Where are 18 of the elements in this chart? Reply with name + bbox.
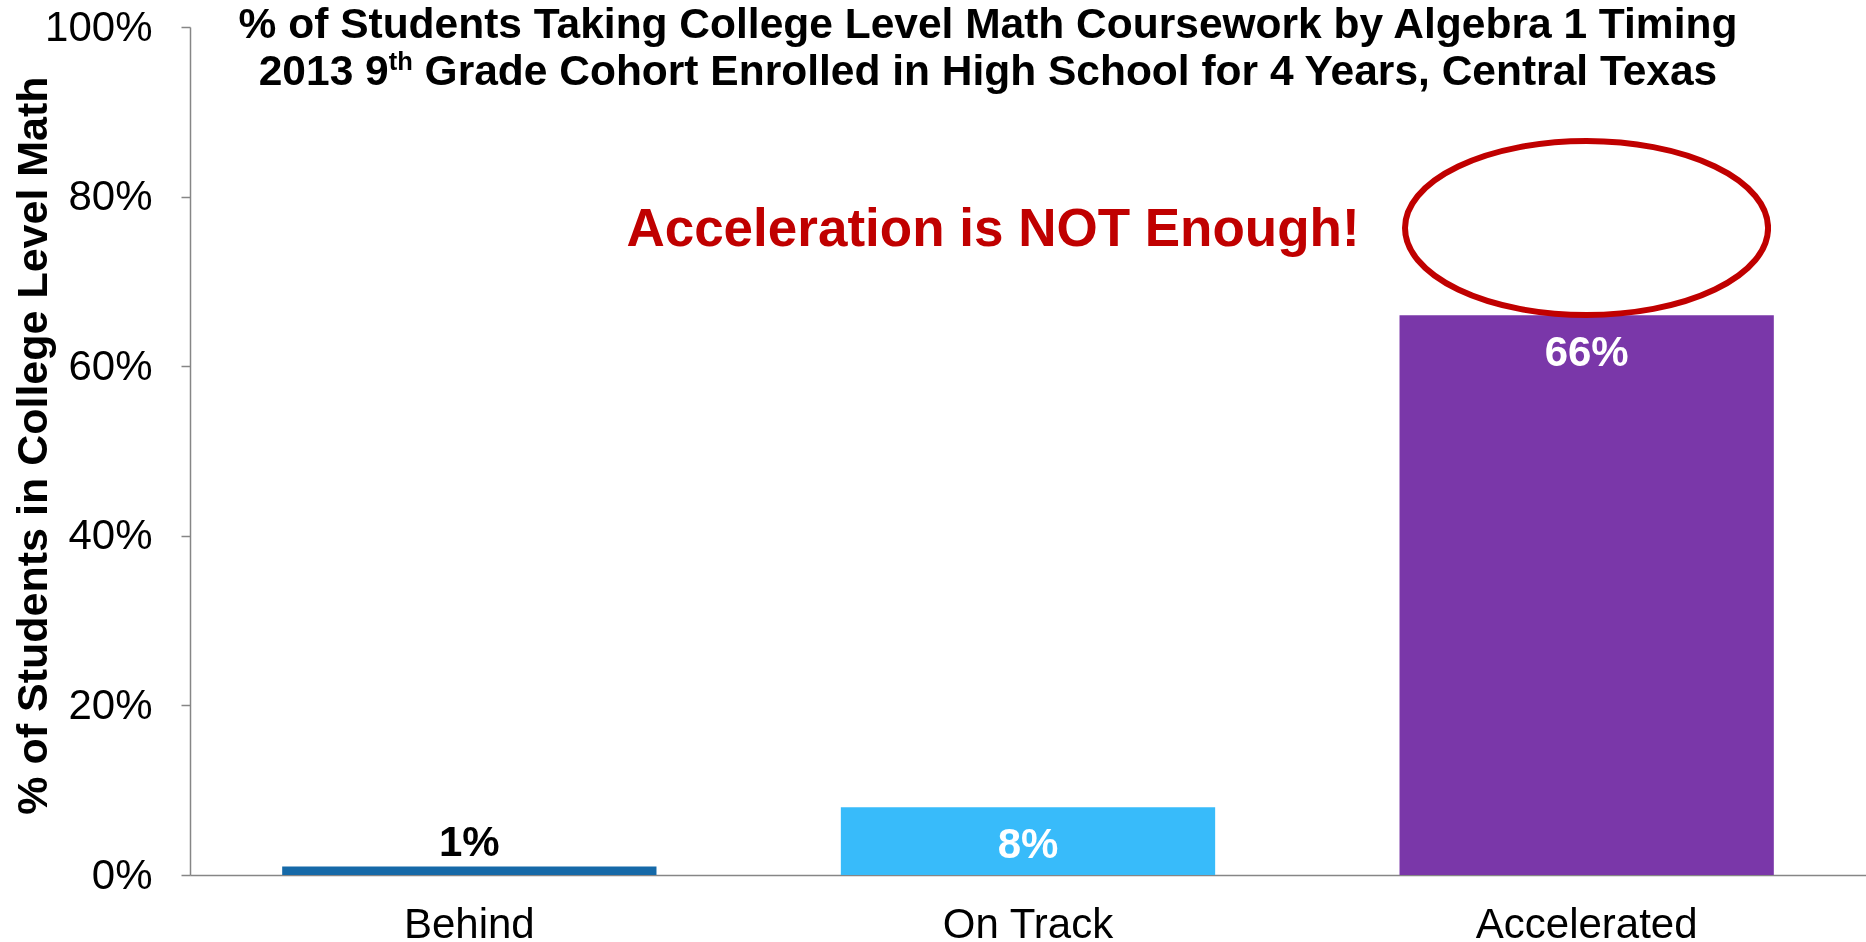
x-tick-label: Accelerated	[1475, 899, 1698, 942]
annotation: Acceleration is NOT Enough!	[626, 198, 1360, 257]
chart-title: % of Students Taking College Level Math Coursework by Algebra 1 Timing	[238, 0, 1738, 47]
x-tick-label: Behind	[403, 899, 535, 942]
y-axis-title: % of Students in College Level Math	[7, 76, 56, 815]
data-label: 8%	[997, 820, 1059, 868]
text: 2013 9$^{th}$ Grade Cohort Enrolled in High School for 4 Years, Central Texas	[257, 46, 1718, 94]
y-tick-label: 40%	[68, 511, 153, 559]
bar	[840, 807, 1216, 875]
data-label: 1%	[438, 817, 500, 865]
y-tick-label: 80%	[68, 172, 153, 220]
x-tick-label: On Track	[942, 899, 1115, 942]
bar	[282, 866, 657, 875]
y-tick-label: 100%	[45, 2, 153, 50]
data-label: 66%	[1544, 328, 1629, 376]
y-tick-label: 0%	[91, 850, 153, 898]
y-tick-label: 60%	[68, 341, 153, 389]
y-tick-label: 20%	[68, 680, 153, 728]
